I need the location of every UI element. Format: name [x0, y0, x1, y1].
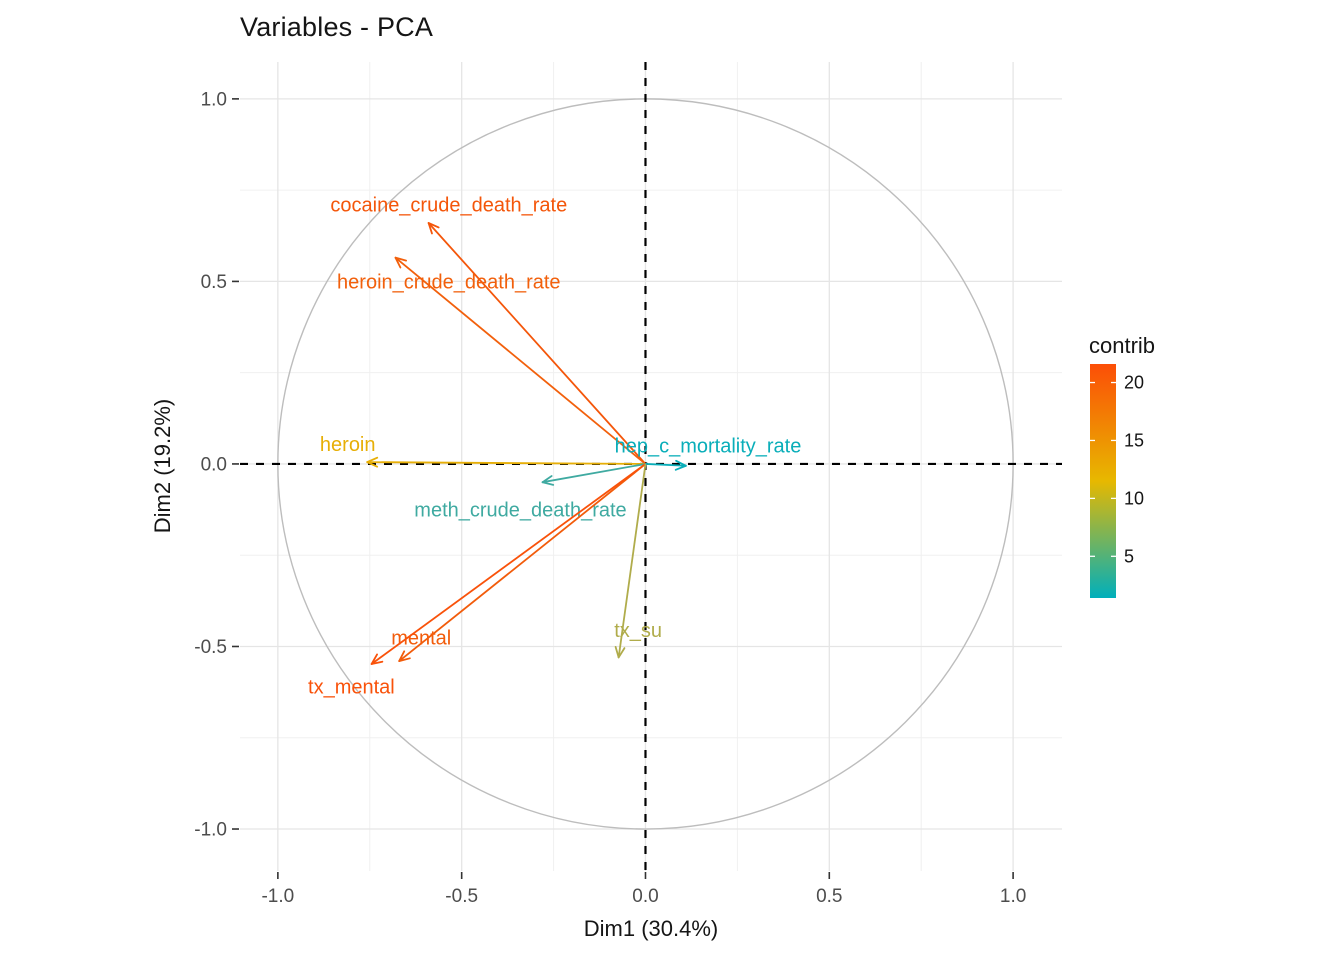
legend-title: contrib — [1089, 333, 1156, 358]
variable-arrow-mental — [398, 463, 647, 662]
legend-tick-label: 20 — [1124, 373, 1144, 393]
variable-arrowhead-mental — [398, 657, 411, 662]
legend-tick-label: 5 — [1124, 546, 1134, 566]
variable-arrowhead-hep_c_mortality_rate — [674, 464, 687, 471]
variable-label-meth_crude_death_rate: meth_crude_death_rate — [414, 500, 626, 522]
variable-label-mental: mental — [391, 627, 451, 649]
x-axis-title: Dim1 (30.4%) — [583, 916, 719, 941]
variable-arrow-tx_su — [617, 463, 647, 658]
variable-label-cocaine_crude_death_rate: cocaine_crude_death_rate — [330, 195, 567, 217]
variable-arrowhead-mental — [398, 650, 406, 662]
variable-arrowhead-heroin — [366, 456, 379, 464]
plot-title: Variables - PCA — [240, 12, 434, 42]
variable-label-tx_su: tx_su — [614, 620, 662, 642]
legend-tick-label: 10 — [1124, 488, 1144, 508]
variable-label-tx_mental: tx_mental — [308, 677, 395, 699]
variable-arrowhead-tx_su — [617, 647, 626, 659]
variable-arrowhead-hep_c_mortality_rate — [675, 459, 687, 467]
y-tick-label: 0.0 — [201, 454, 227, 475]
variable-arrowhead-heroin_crude_death_rate — [394, 256, 408, 262]
variable-arrow-hep_c_mortality_rate — [645, 463, 686, 467]
variable-arrow-tx_mental — [371, 463, 647, 665]
variable-arrowhead-cocaine_crude_death_rate — [427, 222, 433, 235]
variable-arrowhead-cocaine_crude_death_rate — [427, 222, 440, 229]
variable-arrow-cocaine_crude_death_rate — [427, 222, 647, 465]
variable-arrowhead-tx_su — [614, 645, 620, 659]
variable-label-heroin: heroin — [320, 434, 376, 456]
variable-arrowhead-tx_mental — [370, 660, 384, 665]
x-tick-label: -1.0 — [261, 886, 294, 907]
x-tick-label: 0.5 — [816, 886, 842, 907]
x-tick-label: 0.0 — [632, 886, 658, 907]
y-tick-label: -1.0 — [194, 820, 227, 841]
legend-tick-label: 15 — [1124, 430, 1144, 450]
variable-label-hep_c_mortality_rate: hep_c_mortality_rate — [615, 436, 802, 458]
x-tick-label: -0.5 — [445, 886, 478, 907]
legend-colorbar — [1090, 364, 1116, 598]
variable-arrowhead-meth_crude_death_rate — [541, 475, 553, 484]
variable-arrow-meth_crude_death_rate — [542, 463, 646, 484]
variable-label-heroin_crude_death_rate: heroin_crude_death_rate — [337, 271, 561, 293]
variable-arrow-heroin_crude_death_rate — [394, 256, 647, 465]
variable-arrow-heroin — [367, 461, 646, 465]
variable-arrowhead-heroin — [366, 461, 379, 468]
variable-arrowhead-tx_mental — [370, 653, 378, 665]
variable-arrowhead-heroin_crude_death_rate — [394, 256, 402, 269]
y-axis-title: Dim2 (19.2%) — [150, 398, 175, 534]
x-tick-label: 1.0 — [1000, 886, 1026, 907]
y-tick-label: 0.5 — [201, 272, 227, 293]
y-tick-label: -0.5 — [194, 637, 227, 658]
variable-arrowhead-meth_crude_death_rate — [541, 481, 555, 486]
y-tick-label: 1.0 — [201, 89, 227, 110]
